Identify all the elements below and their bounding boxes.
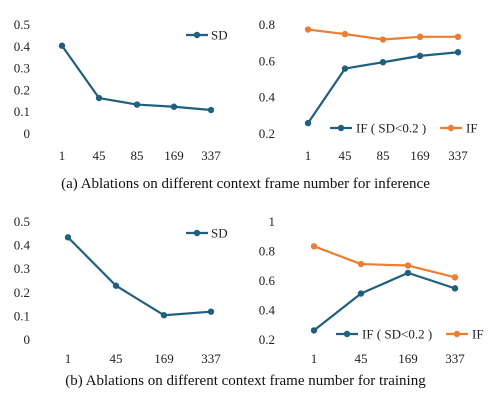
legend-label: SD [211, 28, 228, 43]
y-tick-label: 0.1 [14, 308, 30, 323]
x-tick-label: 169 [164, 148, 184, 163]
legend-marker [343, 330, 351, 338]
x-tick-label: 337 [445, 351, 465, 366]
legend-label: SD [211, 226, 228, 241]
x-tick-label: 1 [59, 148, 66, 163]
series-line-if [313, 245, 456, 279]
y-tick-label: 0.1 [14, 104, 30, 119]
y-tick-label: 0.2 [14, 285, 30, 300]
x-tick-label: 85 [131, 148, 144, 163]
x-tick-label: 1 [305, 148, 312, 163]
data-point [304, 26, 312, 33]
y-tick-label: 0 [24, 332, 31, 347]
data-point [207, 106, 215, 114]
y-tick-label: 0.2 [14, 82, 30, 97]
legend-marker [453, 330, 461, 338]
y-tick-label: 0.2 [259, 332, 275, 347]
legend-marker [447, 124, 455, 132]
x-tick-label: 337 [201, 148, 221, 163]
y-tick-label: 0.2 [259, 126, 275, 141]
data-point [112, 282, 120, 289]
series-line-if-sd-0-2- [313, 271, 456, 332]
y-tick-label: 0.4 [14, 39, 31, 54]
data-point [310, 243, 318, 250]
data-point [133, 101, 141, 108]
data-point [95, 94, 103, 102]
chart-panel-2: 0.2 0.4 0.6 0.8 1 45 85 169 337 IF ( SD<0.2 ) IF [259, 17, 478, 163]
caption-inference: (a) Ablations on different context frame… [61, 176, 430, 192]
x-tick-label: 85 [377, 148, 390, 163]
y-tick-label: 0.5 [14, 214, 30, 229]
data-point [170, 103, 178, 110]
y-tick-label: 0.4 [14, 238, 31, 253]
y-tick-label: 0.8 [259, 244, 275, 259]
legend-label: IF [466, 121, 478, 136]
y-tick-label: 0.8 [259, 17, 275, 32]
legend-marker [337, 124, 345, 132]
data-point [454, 33, 462, 41]
legend-marker [193, 229, 201, 237]
chart-panel-1: 0 0.1 0.2 0.3 0.4 0.5 1 45 85 169 337 SD [14, 17, 228, 163]
data-point [451, 274, 459, 281]
data-point [207, 308, 215, 315]
data-point [379, 59, 387, 66]
legend-label: IF [472, 327, 484, 342]
data-point [160, 312, 168, 319]
data-point [404, 269, 412, 277]
x-tick-label: 1 [311, 351, 318, 366]
data-point [451, 285, 459, 292]
data-point [64, 234, 72, 241]
x-tick-label: 337 [201, 351, 221, 366]
legend-label: IF ( SD<0.2 ) [362, 327, 432, 342]
data-point [404, 262, 412, 269]
series-line-sd [61, 45, 212, 112]
data-point [416, 33, 424, 41]
y-tick-label: 0 [24, 126, 31, 141]
chart-panel-3: 0 0.1 0.2 0.3 0.4 0.5 1 45 169 337 SD [14, 214, 228, 366]
x-tick-label: 45 [93, 148, 106, 163]
x-tick-label: 169 [410, 148, 430, 163]
y-tick-label: 0.6 [259, 273, 276, 288]
x-tick-label: 1 [65, 351, 72, 366]
y-tick-label: 0.4 [259, 303, 276, 318]
y-tick-label: 0.3 [14, 61, 30, 76]
data-point [304, 119, 312, 127]
data-point [58, 42, 66, 49]
data-point [310, 327, 318, 334]
chart-panel-4: 0.2 0.4 0.6 0.8 1 1 45 169 337 IF ( SD<0.2 ) IF [259, 214, 484, 366]
x-tick-label: 169 [154, 351, 174, 366]
x-tick-label: 45 [110, 351, 123, 366]
y-tick-label: 0.5 [14, 17, 30, 32]
data-point [341, 65, 349, 72]
x-tick-label: 45 [339, 148, 352, 163]
data-point [341, 30, 349, 38]
data-point [454, 49, 462, 56]
x-tick-label: 169 [398, 351, 418, 366]
data-point [357, 260, 365, 268]
data-point [416, 52, 424, 60]
data-point [379, 36, 387, 43]
series-line-sd [67, 236, 212, 317]
legend-marker [193, 31, 201, 39]
x-tick-label: 45 [355, 351, 368, 366]
data-point [357, 290, 365, 297]
caption-training: (b) Ablations on different context frame… [65, 373, 426, 389]
y-tick-label: 1 [269, 214, 276, 229]
legend-label: IF ( SD<0.2 ) [356, 121, 426, 136]
y-tick-label: 0.4 [259, 90, 276, 105]
x-tick-label: 337 [448, 148, 468, 163]
y-tick-label: 0.3 [14, 261, 30, 276]
y-tick-label: 0.6 [259, 53, 276, 68]
